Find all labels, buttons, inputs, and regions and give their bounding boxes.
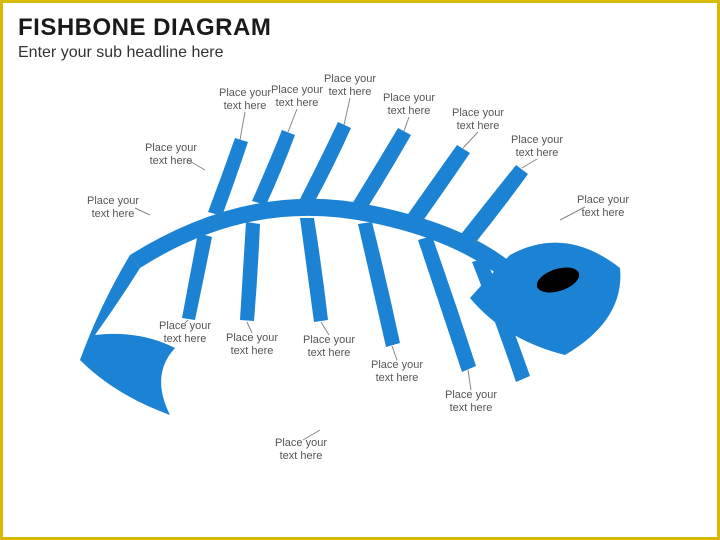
fish-spine — [130, 199, 520, 286]
rib-top-2 — [252, 130, 295, 205]
rib-top-4 — [352, 128, 411, 210]
fish-tail — [80, 255, 175, 415]
fishbone-diagram — [0, 0, 720, 540]
fish-body — [80, 122, 620, 415]
rib-top-5 — [406, 145, 470, 225]
rib-bot-1 — [182, 233, 212, 320]
slide-frame: FISHBONE DIAGRAM Enter your sub headline… — [0, 0, 720, 540]
rib-bot-4 — [358, 222, 400, 347]
rib-top-3 — [300, 122, 351, 203]
rib-bot-5 — [418, 236, 476, 372]
rib-top-6 — [458, 165, 528, 247]
rib-bot-3 — [300, 218, 328, 322]
rib-bot-2 — [240, 222, 260, 321]
rib-top-1 — [208, 138, 248, 216]
